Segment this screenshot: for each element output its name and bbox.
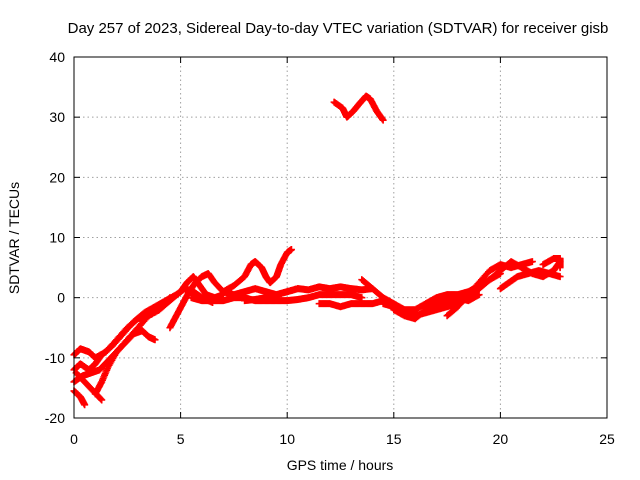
series-arc-6 bbox=[91, 327, 159, 398]
series-arc-18 bbox=[539, 255, 564, 272]
data-point bbox=[97, 395, 105, 403]
series-arc-10 bbox=[241, 283, 376, 305]
y-tick-label: -10 bbox=[45, 350, 65, 366]
series-arc-17 bbox=[518, 258, 564, 281]
data-point bbox=[358, 294, 366, 302]
y-tick-label: 10 bbox=[49, 230, 65, 246]
x-tick-label: 20 bbox=[493, 431, 509, 447]
x-tick-label: 15 bbox=[386, 431, 402, 447]
chart-grid bbox=[74, 57, 607, 418]
data-point bbox=[475, 291, 483, 299]
y-tick-label: 20 bbox=[49, 169, 65, 185]
x-tick-label: 10 bbox=[279, 431, 295, 447]
data-point bbox=[556, 273, 564, 281]
data-point bbox=[287, 246, 295, 254]
data-point bbox=[166, 294, 174, 302]
series-arc-19 bbox=[330, 92, 387, 124]
data-point bbox=[379, 116, 387, 124]
data-point bbox=[151, 336, 159, 344]
axis-tick-labels: 0 5 10 15 20 25 -20 -10 0 10 20 30 40 bbox=[45, 49, 615, 447]
x-axis-label: GPS time / hours bbox=[287, 457, 394, 473]
axis-ticks bbox=[73, 56, 608, 419]
x-tick-label: 5 bbox=[177, 431, 185, 447]
y-axis-label: SDTVAR / TECUs bbox=[6, 182, 22, 294]
data-point bbox=[528, 258, 536, 266]
series-arc-11 bbox=[315, 297, 387, 311]
x-tick-label: 25 bbox=[599, 431, 615, 447]
series-arc-4 bbox=[70, 387, 89, 409]
data-point bbox=[556, 264, 564, 272]
y-tick-label: -20 bbox=[45, 410, 65, 426]
data-point bbox=[165, 295, 173, 303]
data-point bbox=[81, 401, 89, 409]
x-tick-label: 0 bbox=[70, 431, 78, 447]
y-tick-label: 0 bbox=[57, 290, 65, 306]
series-arc-9 bbox=[219, 246, 295, 296]
chart-data-layer bbox=[70, 92, 564, 409]
y-tick-label: 30 bbox=[49, 109, 65, 125]
y-tick-label: 40 bbox=[49, 49, 65, 65]
data-point bbox=[98, 396, 106, 404]
chart-title: Day 257 of 2023, Sidereal Day-to-day VTE… bbox=[68, 20, 609, 37]
